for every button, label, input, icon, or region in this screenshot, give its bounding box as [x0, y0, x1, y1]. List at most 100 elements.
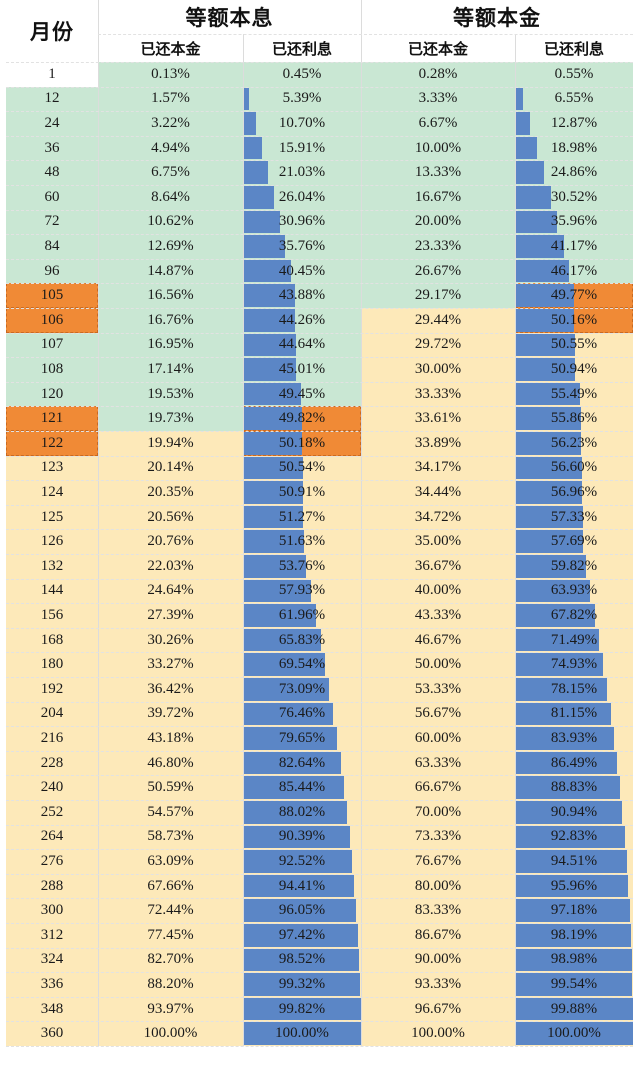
cell-b-interest-180: 74.93% — [550, 656, 598, 673]
cell-a-principal-126: 20.76% — [147, 533, 194, 550]
bar-b-interest-48 — [515, 161, 545, 184]
cell-b-principal-36: 10.00% — [414, 139, 462, 156]
grid-horizontal-12 — [6, 357, 633, 359]
cell-month-105: 105 — [40, 287, 64, 304]
cell-a-principal-24: 3.22% — [151, 114, 190, 131]
cell-a-interest-240: 85.44% — [278, 779, 326, 796]
grid-horizontal-29 — [6, 775, 633, 777]
cell-b-principal-125: 34.72% — [414, 508, 462, 525]
cell-b-interest-252: 90.94% — [550, 803, 598, 820]
grid-vertical-1 — [243, 34, 244, 1046]
header-equal-principal: 等额本金 — [453, 6, 541, 30]
header-equal-installment: 等额本息 — [185, 6, 274, 30]
grid-horizontal-7 — [6, 234, 633, 236]
cell-b-interest-132: 59.82% — [550, 557, 598, 574]
cell-a-interest-264: 90.39% — [278, 828, 326, 845]
cell-a-interest-125: 51.27% — [278, 508, 326, 525]
cell-month-252: 252 — [40, 803, 64, 820]
cell-month-36: 36 — [44, 139, 60, 156]
bar-a-interest-122 — [243, 432, 303, 455]
cell-a-interest-124: 50.91% — [278, 483, 326, 500]
cell-month-204: 204 — [40, 705, 64, 722]
cell-month-336: 336 — [40, 975, 64, 992]
cell-b-principal-228: 63.33% — [414, 754, 462, 771]
cell-a-principal-336: 88.20% — [147, 975, 194, 992]
repayment-comparison-table: 月份 等额本息 等额本金 已还本金 已还利息 已还本金 已还利息 1 0.13% 0… — [6, 0, 633, 1058]
cell-b-interest-1: 0.55% — [554, 65, 594, 82]
bar-b-interest-264 — [515, 825, 625, 849]
bar-a-interest-125 — [243, 505, 304, 529]
grid-horizontal-21 — [6, 578, 633, 580]
cell-month-107: 107 — [40, 336, 64, 353]
cell-b-principal-123: 34.17% — [414, 459, 462, 476]
bar-a-interest-12 — [243, 87, 250, 111]
cell-b-principal-105: 29.17% — [414, 287, 462, 304]
cell-a-principal-108: 17.14% — [147, 360, 194, 377]
cell-a-principal-144: 24.64% — [147, 582, 194, 599]
bar-a-interest-348 — [243, 997, 361, 1021]
cell-a-principal-324: 82.70% — [147, 951, 194, 968]
cell-a-interest-1: 0.45% — [282, 65, 322, 82]
grid-horizontal-40 — [6, 1046, 633, 1047]
cell-b-interest-122: 56.23% — [550, 434, 598, 451]
cell-b-interest-288: 95.96% — [550, 877, 598, 894]
cell-a-principal-122: 19.94% — [147, 434, 194, 451]
bar-b-interest-156 — [515, 604, 596, 627]
grid-horizontal-4 — [6, 160, 633, 162]
cell-a-interest-324: 98.52% — [278, 951, 326, 968]
grid-horizontal-32 — [6, 849, 633, 851]
grid-horizontal-34 — [6, 898, 633, 900]
cell-a-interest-36: 15.91% — [278, 139, 326, 156]
grid-horizontal-9 — [6, 283, 633, 285]
cell-b-interest-144: 63.93% — [550, 582, 598, 599]
cell-month-192: 192 — [40, 680, 64, 697]
cell-b-interest-36: 18.98% — [550, 139, 598, 156]
bar-a-interest-264 — [243, 825, 350, 849]
cell-b-principal-108: 30.00% — [414, 360, 462, 377]
grid-horizontal-24 — [6, 652, 633, 654]
cell-a-principal-105: 16.56% — [147, 287, 194, 304]
cell-b-interest-124: 56.96% — [550, 483, 598, 500]
bar-a-interest-121 — [243, 407, 302, 430]
cell-month-72: 72 — [44, 213, 60, 230]
cell-b-principal-126: 35.00% — [414, 533, 462, 550]
cell-month-1: 1 — [48, 65, 56, 82]
cell-b-principal-288: 80.00% — [414, 877, 462, 894]
grid-horizontal-26 — [6, 701, 633, 703]
cell-b-interest-264: 92.83% — [550, 828, 598, 845]
bar-b-interest-106 — [515, 309, 575, 332]
cell-a-principal-192: 36.42% — [147, 680, 194, 697]
bar-b-interest-108 — [515, 358, 576, 381]
cell-b-principal-12: 3.33% — [418, 90, 458, 107]
bar-a-interest-204 — [243, 702, 334, 726]
bar-a-interest-123 — [243, 456, 303, 480]
cell-b-interest-192: 78.15% — [550, 680, 598, 697]
bar-a-interest-48 — [243, 161, 268, 184]
bar-a-interest-144 — [243, 579, 312, 603]
cell-a-principal-107: 16.95% — [147, 336, 194, 353]
grid-horizontal-11 — [6, 332, 633, 334]
grid-vertical-2 — [361, 0, 362, 1046]
bar-b-interest-122 — [515, 432, 582, 455]
cell-a-interest-312: 97.42% — [278, 926, 326, 943]
cell-a-interest-106: 44.26% — [278, 311, 326, 328]
cell-b-principal-24: 6.67% — [418, 114, 458, 131]
grid-horizontal-17 — [6, 480, 633, 482]
grid-horizontal-30 — [6, 800, 633, 801]
bar-a-interest-132 — [243, 555, 307, 578]
cell-month-123: 123 — [40, 459, 64, 476]
grid-horizontal-3 — [6, 135, 633, 137]
bar-a-interest-124 — [243, 481, 304, 504]
grid-horizontal-25 — [6, 677, 633, 678]
highlight-month-106 — [6, 308, 98, 333]
cell-b-interest-126: 57.69% — [550, 533, 598, 550]
cell-b-principal-252: 70.00% — [414, 803, 462, 820]
cell-month-122: 122 — [40, 434, 64, 451]
cell-a-principal-216: 43.18% — [147, 729, 194, 746]
bar-b-interest-132 — [515, 555, 586, 578]
highlight-month-122 — [6, 431, 98, 456]
cell-a-interest-121: 49.82% — [278, 410, 326, 427]
grid-horizontal-27 — [6, 726, 633, 728]
cell-b-interest-72: 35.96% — [550, 213, 598, 230]
header-b-paid-principal: 已还本金 — [407, 41, 468, 58]
